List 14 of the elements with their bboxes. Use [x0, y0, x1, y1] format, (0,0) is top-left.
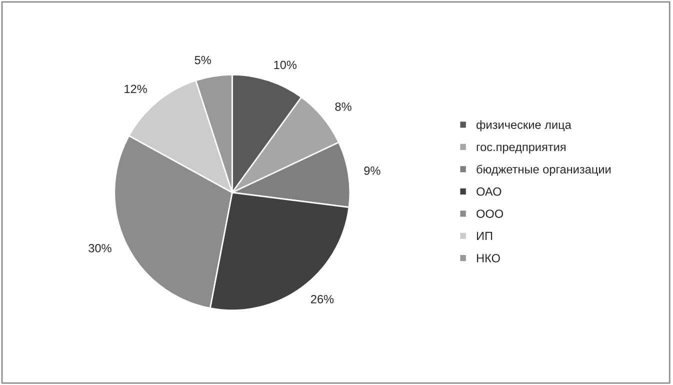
- legend-label: ОАО: [476, 187, 502, 196]
- data-label: 30%: [88, 244, 112, 252]
- legend-label: бюджетные организации: [476, 164, 611, 176]
- data-label: 9%: [364, 166, 380, 175]
- legend-label: НКО: [477, 254, 500, 262]
- data-label: 26%: [311, 294, 334, 304]
- data-label: 12%: [124, 84, 147, 94]
- legend-label: гос.предприятия: [476, 144, 566, 154]
- data-label: 10%: [274, 60, 297, 70]
- legend-label: ИП: [477, 232, 492, 240]
- legend-label: физические лица: [476, 120, 572, 132]
- data-label: 8%: [335, 102, 352, 111]
- legend-label: ООО: [476, 210, 504, 218]
- data-label: 5%: [194, 56, 211, 64]
